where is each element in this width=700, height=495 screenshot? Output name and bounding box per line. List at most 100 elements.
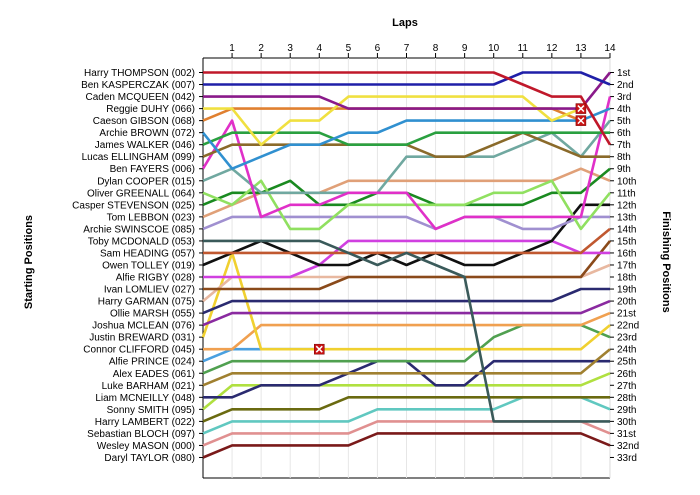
driver-label: Alex EADES (061) (113, 369, 195, 380)
driver-label: Casper STEVENSON (025) (72, 200, 195, 211)
series-line (203, 239, 610, 279)
retirement-marker (314, 343, 325, 355)
finish-position-label: 29th (617, 405, 636, 416)
driver-label: Owen TOLLEY (019) (102, 260, 195, 271)
finish-position-label: 23rd (617, 333, 637, 344)
y-axis-title-left: Starting Positions (23, 215, 35, 309)
driver-label: Ivan LOMLIEV (027) (104, 285, 195, 296)
driver-label: Sebastian BLOCH (097) (87, 429, 195, 440)
driver-label: Dylan COOPER (015) (97, 176, 195, 187)
driver-label: Justin BREWARD (031) (89, 333, 195, 344)
series-line (202, 348, 611, 387)
driver-label: Connor CLIFFORD (045) (83, 345, 195, 356)
x-tick-label: 10 (488, 43, 500, 54)
series-line (202, 287, 610, 315)
series-line (203, 311, 611, 351)
retirement-marker-cross (315, 345, 323, 353)
driver-label: Liam MCNEILLY (048) (95, 393, 195, 404)
x-tick-label: 11 (518, 43, 529, 54)
retirement-marker-cross (577, 105, 585, 113)
driver-label: Harry LAMBERT (022) (95, 417, 195, 428)
series-line (202, 299, 611, 327)
driver-label: Harry GARMAN (075) (98, 297, 195, 308)
x-tick-label: 2 (258, 43, 264, 54)
driver-label: Archie SWINSCOE (085) (83, 224, 195, 235)
series-line (202, 179, 612, 231)
retirement-marker-cross (577, 117, 585, 125)
driver-label: Oliver GREENALL (064) (87, 188, 195, 199)
driver-label: Caden MCQUEEN (042) (86, 92, 195, 103)
x-tick-label: 6 (375, 43, 381, 54)
x-tick-label: 4 (316, 43, 322, 54)
finish-position-label: 6th (617, 128, 631, 139)
finish-position-label: 32nd (617, 441, 639, 452)
retirement-marker (575, 103, 587, 114)
driver-label: Alfie RIGBY (028) (116, 273, 195, 284)
finish-position-label: 19th (617, 285, 636, 296)
driver-label: Archie BROWN (072) (99, 128, 195, 139)
finish-position-label: 22nd (617, 321, 639, 332)
finish-position-label: 28th (617, 393, 636, 404)
driver-label: Caeson GIBSON (068) (93, 116, 195, 127)
driver-label: Toby MCDONALD (053) (88, 236, 195, 247)
series-line (203, 240, 612, 291)
finish-position-label: 13th (617, 212, 636, 223)
finish-position-label: 5th (617, 116, 631, 127)
series-line (203, 239, 610, 423)
driver-label: James WALKER (046) (95, 140, 195, 151)
finish-position-label: 3rd (617, 92, 631, 103)
finish-position-label: 4th (617, 104, 631, 115)
finish-position-label: 20th (617, 297, 636, 308)
finish-position-label: 26th (617, 369, 636, 380)
series-line (202, 215, 610, 231)
finish-position-label: 7th (617, 140, 631, 151)
y-axis-title-right: Finishing Positions (660, 211, 672, 312)
x-tick-label: 14 (604, 43, 616, 54)
finish-position-label: 30th (617, 417, 636, 428)
series-line (201, 107, 611, 170)
finish-position-label: 11th (617, 188, 636, 199)
driver-label: Joshua MCLEAN (076) (92, 321, 195, 332)
finish-position-label: 17th (617, 260, 636, 271)
series-line (203, 71, 612, 146)
finish-position-label: 25th (617, 357, 636, 368)
series-line (201, 96, 612, 231)
finish-position-label: 1st (617, 68, 631, 79)
x-tick-label: 7 (404, 43, 410, 54)
finish-position-label: 9th (617, 164, 631, 175)
finish-position-label: 10th (617, 176, 636, 187)
series-line (203, 71, 612, 110)
x-tick-label: 1 (229, 43, 235, 54)
finish-position-label: 27th (617, 381, 636, 392)
driver-label: Wesley MASON (000) (97, 441, 195, 452)
finish-position-label: 16th (617, 248, 636, 259)
finish-position-label: 2nd (617, 80, 634, 91)
series-lines (201, 71, 612, 459)
finish-position-label: 21st (617, 309, 636, 320)
retirement-marker (575, 115, 587, 126)
finish-position-label: 12th (617, 200, 636, 211)
x-tick-label: 9 (462, 43, 468, 54)
series-line (202, 119, 612, 195)
series-line (202, 432, 611, 459)
x-tick-label: 8 (433, 43, 439, 54)
driver-label: Sonny SMITH (095) (107, 405, 195, 416)
x-tick-label: 5 (346, 43, 352, 54)
driver-label: Ben FAYERS (006) (110, 164, 195, 175)
series-line (202, 131, 610, 146)
x-tick-label: 12 (546, 43, 558, 54)
driver-label: Lucas ELLINGHAM (099) (82, 152, 195, 163)
retirement-markers (314, 103, 587, 355)
x-axis-title: Laps (392, 17, 418, 29)
series-line (203, 71, 611, 86)
series-line (202, 396, 610, 423)
driver-label: Reggie DUHY (066) (106, 104, 195, 115)
x-tick-label: 13 (575, 43, 587, 54)
series-line (201, 251, 611, 351)
driver-label: Harry THOMPSON (002) (84, 68, 195, 79)
driver-label: Alfie PRINCE (024) (109, 357, 195, 368)
